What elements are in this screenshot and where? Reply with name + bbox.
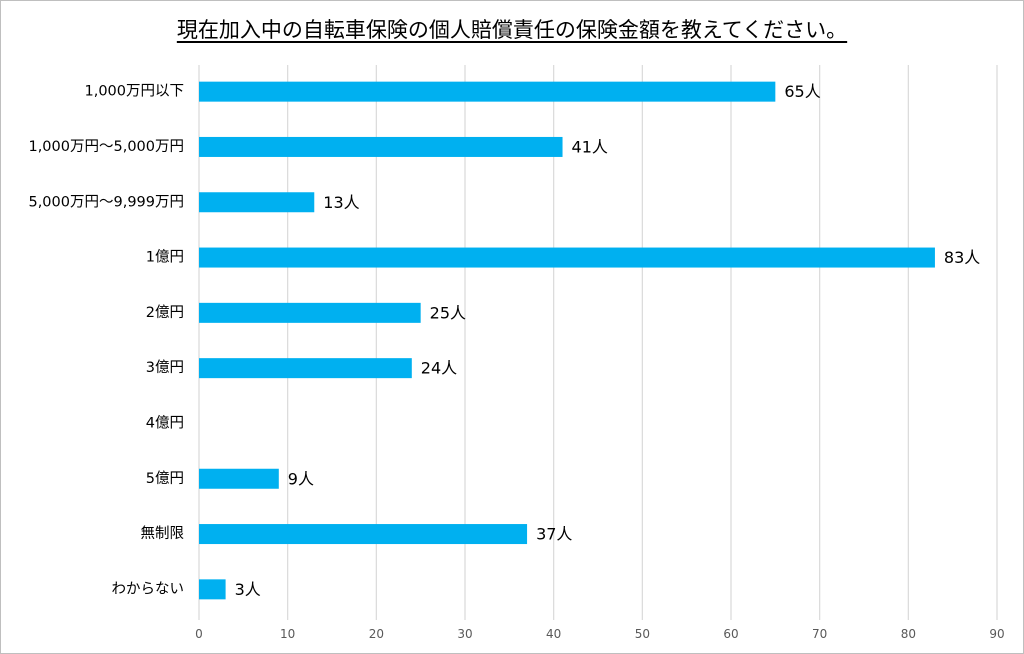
bars (199, 81, 935, 600)
category-label: 1,000万円～5,000万円 (28, 139, 184, 155)
x-tick-label: 20 (369, 627, 384, 641)
x-tick-label: 10 (280, 627, 295, 641)
category-label: 1,000万円以下 (84, 84, 184, 100)
category-label: 3億円 (146, 359, 184, 376)
chart-title: 現在加入中の自転車保険の個人賠償責任の保険金額を教えてください。 (176, 18, 848, 42)
data-label: 13人 (323, 193, 359, 212)
bar (199, 302, 421, 323)
category-label: 1億円 (146, 249, 184, 266)
x-tick-label: 80 (901, 627, 916, 641)
data-label: 9人 (288, 469, 314, 488)
bar (199, 358, 412, 379)
bar (199, 579, 226, 600)
category-label: 4億円 (146, 414, 184, 431)
data-label: 65人 (784, 82, 820, 101)
x-tick-label: 70 (812, 627, 827, 641)
category-label: わからない (112, 580, 185, 597)
data-label: 3人 (235, 580, 261, 599)
bar (199, 247, 935, 268)
bar (199, 136, 563, 157)
bar (199, 524, 528, 545)
bar (199, 192, 315, 213)
data-label: 37人 (536, 525, 572, 544)
x-tick-label: 50 (635, 627, 650, 641)
x-tick-label: 40 (546, 627, 561, 641)
x-tick-label: 0 (195, 627, 203, 641)
data-label: 83人 (944, 248, 980, 267)
bar (199, 81, 776, 102)
category-label: 2億円 (146, 304, 184, 321)
bar (199, 468, 279, 489)
x-tick-label: 30 (457, 627, 472, 641)
data-label: 25人 (430, 303, 466, 322)
x-tick-label: 60 (723, 627, 738, 641)
data-label: 41人 (572, 137, 608, 156)
x-tick-label: 90 (989, 627, 1004, 641)
data-label: 24人 (421, 359, 457, 378)
labels: 0 10 20 30 40 50 60 70 80 90 1,000万円以下 65人 1,000万円～5… (28, 82, 1004, 641)
category-label: 無制限 (141, 525, 185, 542)
category-label: 5億円 (146, 470, 184, 487)
category-label: 5,000万円～9,999万円 (28, 194, 184, 210)
